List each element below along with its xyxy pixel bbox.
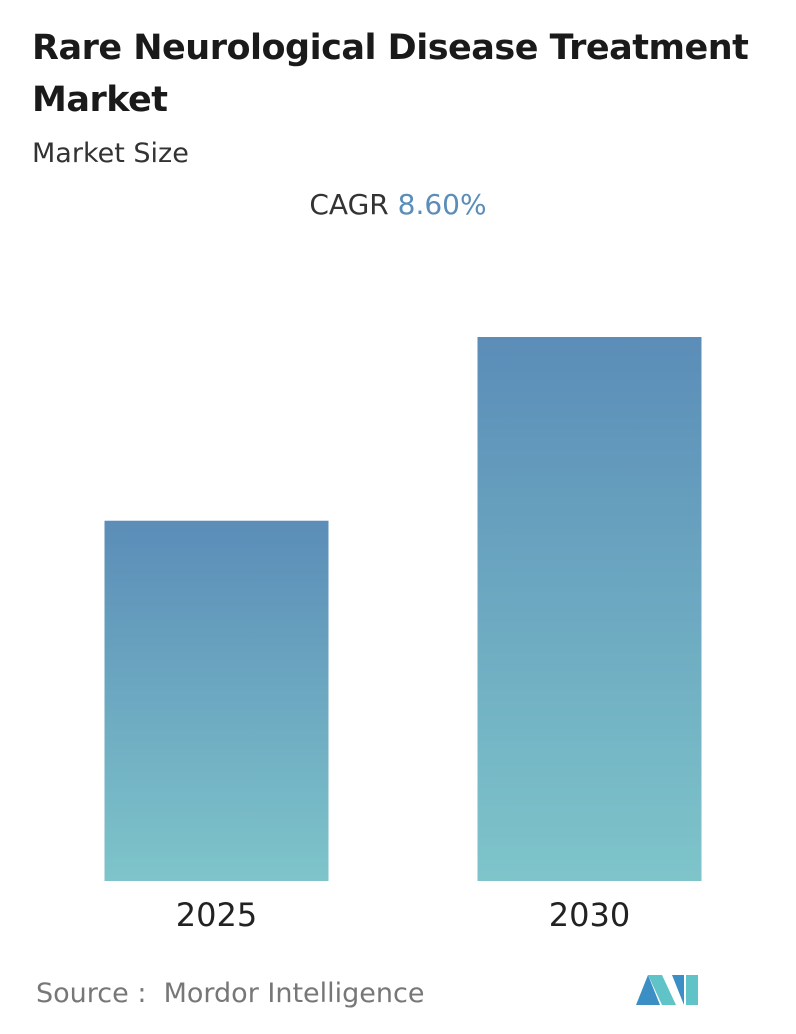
cagr-value: 8.60% (397, 188, 487, 221)
logo (636, 975, 698, 1005)
bar (477, 337, 702, 881)
chart-subtitle: Market Size (32, 138, 189, 169)
source-name: Mordor Intelligence (163, 978, 425, 1009)
x-tick-label: 2025 (176, 896, 257, 934)
cagr: CAGR 8.60% (0, 188, 796, 221)
bar (104, 520, 329, 881)
cagr-label: CAGR (309, 188, 389, 221)
x-tick-label: 2030 (549, 896, 630, 934)
chart-title: Rare Neurological Disease Treatment Mark… (32, 28, 749, 120)
source: Source : Mordor Intelligence (36, 978, 424, 1009)
source-label: Source : (36, 978, 147, 1009)
